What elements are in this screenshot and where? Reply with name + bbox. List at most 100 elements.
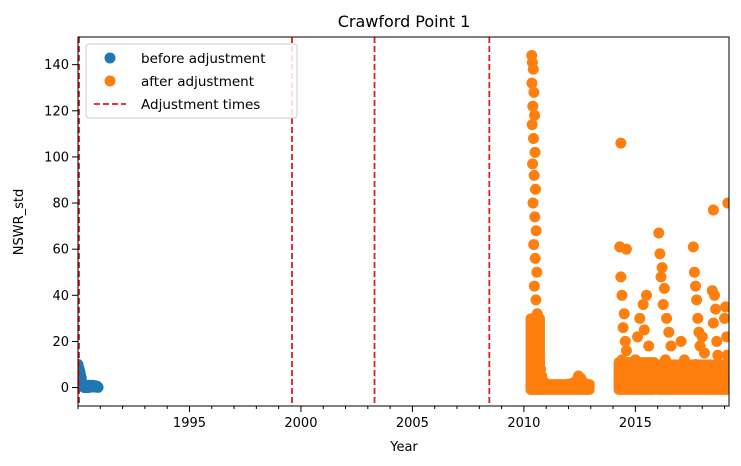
series-after-adjustment-point — [526, 77, 538, 89]
series-after-adjustment-point — [716, 379, 728, 391]
series-after-adjustment-point — [707, 204, 719, 216]
series-after-adjustment-point — [667, 363, 679, 375]
series-after-adjustment-point — [692, 312, 704, 324]
y-tick-label: 60 — [52, 243, 69, 258]
series-after-adjustment-point — [528, 86, 540, 98]
series-after-adjustment-point — [658, 282, 670, 294]
series-after-adjustment-point — [527, 197, 539, 209]
series-after-adjustment-point — [527, 63, 539, 75]
series-after-adjustment-point — [720, 301, 729, 313]
series-after-adjustment-point — [712, 349, 724, 361]
series-after-adjustment-point — [618, 308, 630, 320]
series-after-adjustment-point — [659, 354, 671, 366]
y-tick-label: 100 — [44, 150, 69, 165]
series-after-adjustment-point — [530, 225, 542, 237]
series-after-adjustment-point — [529, 379, 541, 391]
y-tick-label: 140 — [44, 58, 69, 73]
series-after-adjustment-point — [711, 335, 723, 347]
series-after-adjustment-point — [617, 322, 629, 334]
x-tick-label: 2000 — [284, 416, 317, 431]
series-after-adjustment-point — [698, 347, 710, 359]
series-after-adjustment-point — [663, 326, 675, 338]
legend: before adjustment after adjustment Adjustm… — [85, 43, 298, 119]
series-before-adjustment-point — [92, 381, 104, 393]
legend-box — [85, 43, 298, 119]
series-after-adjustment-point — [709, 289, 721, 301]
y-tick-label: 20 — [52, 335, 69, 350]
series-after-adjustment-point — [637, 299, 649, 311]
y-tick-label: 40 — [52, 289, 69, 304]
series-after-adjustment-point — [581, 379, 593, 391]
x-tick-label: 2010 — [507, 416, 540, 431]
series-after-adjustment-point — [630, 377, 642, 389]
series-after-adjustment-point — [710, 303, 722, 315]
series-after-adjustment-point — [719, 312, 729, 324]
series-after-adjustment-point — [653, 227, 665, 239]
series-after-adjustment-point — [704, 372, 716, 384]
plot-inner — [78, 37, 729, 406]
series-after-adjustment-point — [615, 375, 627, 387]
series-after-adjustment-point — [531, 308, 543, 320]
series-after-adjustment-point — [683, 368, 695, 380]
y-tick-label: 0 — [61, 381, 69, 396]
series-after-adjustment-point — [675, 335, 687, 347]
legend-entry-before-adjustment-label: before adjustment — [141, 51, 266, 67]
x-tick-label: 2005 — [396, 416, 429, 431]
series-after-adjustment-point — [661, 312, 673, 324]
plot-frame — [77, 36, 730, 407]
series-after-adjustment-point — [710, 363, 722, 375]
series-after-adjustment-point — [672, 379, 684, 391]
series-after-adjustment-point — [632, 331, 644, 343]
series-after-adjustment-point — [532, 322, 544, 334]
series-after-adjustment-point — [529, 146, 541, 158]
series-after-adjustment-point — [616, 289, 628, 301]
series-after-adjustment-point — [529, 183, 541, 195]
series-after-adjustment-point — [681, 377, 693, 389]
series-after-adjustment-point — [690, 358, 702, 370]
legend-entry-before-adjustment-marker — [104, 52, 116, 64]
series-after-adjustment-point — [690, 280, 702, 292]
y-axis-title: NSWR_std — [12, 189, 27, 256]
series-after-adjustment-point — [721, 349, 729, 361]
series-after-adjustment-point — [532, 335, 544, 347]
series-after-adjustment-point — [629, 354, 641, 366]
chart-title: Crawford Point 1 — [338, 12, 471, 31]
x-tick-label: 2015 — [619, 416, 652, 431]
series-after-adjustment-point — [527, 100, 539, 112]
series-after-adjustment-point — [722, 197, 729, 209]
series-after-adjustment-point — [620, 243, 632, 255]
series-after-adjustment-point — [641, 289, 653, 301]
plot-area — [78, 37, 729, 406]
series-after-adjustment-point — [687, 241, 699, 253]
series-after-adjustment-point — [529, 211, 541, 223]
series-after-adjustment-point — [654, 248, 666, 260]
series-after-adjustment-point — [620, 345, 632, 357]
series-after-adjustment-point — [619, 335, 631, 347]
series-after-adjustment-point — [636, 368, 648, 380]
x-axis-title: Year — [389, 440, 418, 455]
legend-entry-after-adjustment-label: after adjustment — [141, 74, 254, 90]
series-after-adjustment-point — [655, 271, 667, 283]
series-after-adjustment-point — [528, 169, 540, 181]
series-after-adjustment-point — [527, 158, 539, 170]
y-tick-label: 80 — [52, 197, 69, 212]
series-after-adjustment-point — [638, 324, 650, 336]
series-after-adjustment-point — [678, 354, 690, 366]
series-after-adjustment-point — [647, 358, 659, 370]
series-after-adjustment-point — [529, 252, 541, 264]
series-after-adjustment-point — [527, 132, 539, 144]
series-after-adjustment-point — [528, 280, 540, 292]
series-after-adjustment-point — [615, 137, 627, 149]
series-after-adjustment-point — [634, 312, 646, 324]
series-after-adjustment-point — [691, 294, 703, 306]
series-after-adjustment-point — [656, 262, 668, 274]
series-after-adjustment-point — [529, 109, 541, 121]
series-after-adjustment-point — [707, 317, 719, 329]
y-tick-label: 120 — [44, 104, 69, 119]
series-after-adjustment-point — [528, 239, 540, 251]
axes: 1995 2000 2005 2010 2015 0 20 40 60 80 100 120 140 — [44, 58, 726, 431]
x-tick-label: 1995 — [173, 416, 206, 431]
series-after-adjustment-point — [657, 299, 669, 311]
series-after-adjustment-point — [533, 347, 545, 359]
